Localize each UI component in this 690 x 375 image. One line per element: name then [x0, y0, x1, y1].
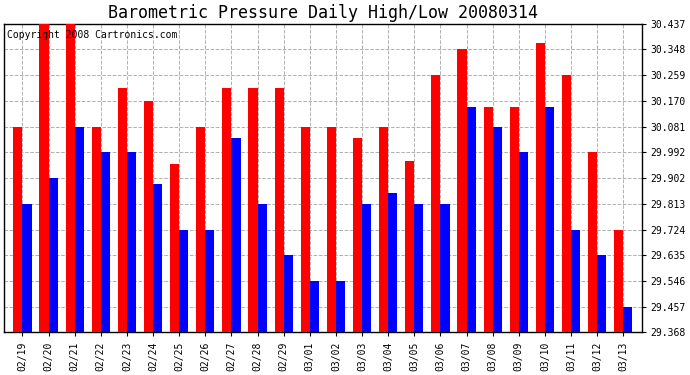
- Bar: [310, 281, 319, 332]
- Bar: [588, 152, 597, 332]
- Bar: [144, 101, 153, 332]
- Bar: [493, 126, 502, 332]
- Bar: [66, 24, 75, 332]
- Bar: [179, 230, 188, 332]
- Bar: [48, 178, 58, 332]
- Bar: [405, 162, 414, 332]
- Bar: [535, 43, 545, 332]
- Bar: [92, 126, 101, 332]
- Bar: [170, 164, 179, 332]
- Bar: [414, 204, 424, 332]
- Bar: [248, 88, 257, 332]
- Bar: [327, 126, 336, 332]
- Bar: [153, 184, 162, 332]
- Bar: [301, 126, 310, 332]
- Bar: [353, 138, 362, 332]
- Bar: [571, 230, 580, 332]
- Bar: [13, 126, 23, 332]
- Bar: [118, 88, 127, 332]
- Bar: [562, 75, 571, 332]
- Bar: [39, 24, 48, 332]
- Text: Copyright 2008 Cartronics.com: Copyright 2008 Cartronics.com: [8, 30, 178, 40]
- Bar: [597, 255, 607, 332]
- Bar: [23, 204, 32, 332]
- Bar: [257, 204, 267, 332]
- Bar: [101, 152, 110, 332]
- Bar: [484, 106, 493, 332]
- Bar: [75, 126, 84, 332]
- Bar: [222, 88, 231, 332]
- Title: Barometric Pressure Daily High/Low 20080314: Barometric Pressure Daily High/Low 20080…: [108, 4, 538, 22]
- Bar: [519, 152, 528, 332]
- Bar: [196, 126, 206, 332]
- Bar: [336, 281, 345, 332]
- Bar: [614, 230, 623, 332]
- Bar: [206, 230, 215, 332]
- Bar: [457, 50, 466, 332]
- Bar: [388, 193, 397, 332]
- Bar: [284, 255, 293, 332]
- Bar: [275, 88, 284, 332]
- Bar: [431, 75, 440, 332]
- Bar: [231, 138, 241, 332]
- Bar: [510, 106, 519, 332]
- Bar: [545, 106, 554, 332]
- Bar: [362, 204, 371, 332]
- Bar: [379, 126, 388, 332]
- Bar: [127, 152, 136, 332]
- Bar: [623, 307, 633, 332]
- Bar: [440, 204, 450, 332]
- Bar: [466, 106, 475, 332]
